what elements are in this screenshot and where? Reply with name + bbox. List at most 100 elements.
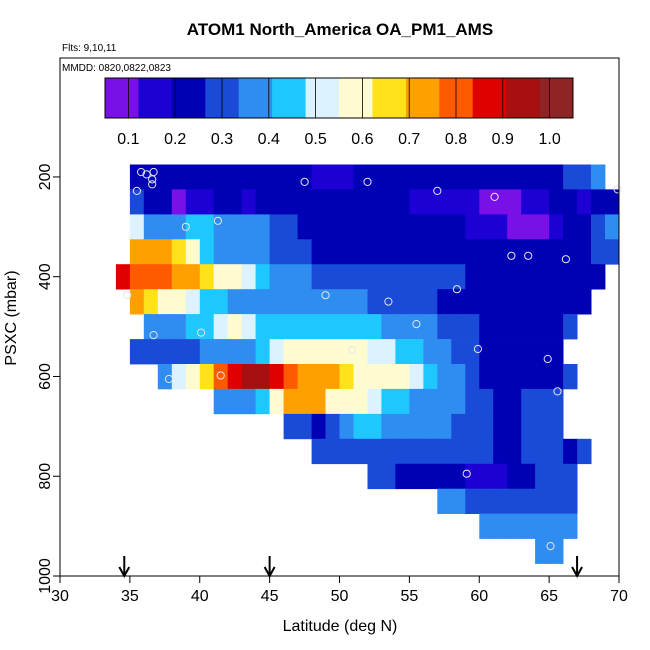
heatmap-cell (549, 339, 564, 365)
heatmap-cell (563, 513, 578, 539)
colorbar-segment (532, 78, 541, 118)
heatmap-cell (157, 189, 173, 215)
colorbar-segment (466, 78, 474, 118)
sample-point (546, 542, 555, 551)
heatmap-cell (213, 164, 229, 190)
heatmap-cell (577, 239, 592, 265)
heatmap-cell (381, 463, 396, 490)
heatmap-cell (479, 339, 494, 365)
heatmap-cell (563, 239, 578, 265)
heatmap-cell (563, 463, 578, 490)
heatmap-cell (605, 214, 620, 240)
heatmap-cell (437, 264, 452, 290)
heatmap-cell (563, 314, 578, 340)
heatmap-cell (577, 164, 592, 190)
heatmap-cell (507, 289, 522, 315)
heatmap-cell (409, 264, 424, 290)
heatmap-cell (367, 339, 382, 365)
heatmap-cell (577, 289, 592, 315)
heatmap-cell (199, 289, 215, 315)
heatmap-cell (311, 364, 326, 390)
heatmap-cell (283, 264, 298, 290)
heatmap-cell (297, 214, 312, 240)
heatmap-cell (451, 463, 466, 490)
heatmap-cell (549, 438, 564, 465)
heatmap-cell (577, 264, 592, 290)
heatmap-cell (283, 239, 298, 265)
colorbar-segment (506, 78, 514, 118)
heatmap-cell (409, 314, 424, 340)
heatmap-cell (493, 463, 508, 490)
sample-point (181, 222, 190, 231)
heatmap-cell (213, 364, 229, 390)
heatmap-cell (339, 289, 354, 315)
heatmap-cell (451, 189, 466, 215)
heatmap-cell (381, 189, 396, 215)
heatmap-cell (381, 264, 396, 290)
heatmap-cell (325, 289, 340, 315)
heatmap-cell (549, 538, 564, 564)
sample-point (462, 469, 471, 478)
heatmap-cell (241, 289, 257, 315)
colorbar-segment (191, 78, 200, 118)
heatmap-cell (465, 364, 480, 390)
heatmap-cell (591, 239, 606, 265)
y-axis: 200 400 600 800 1000 (37, 163, 60, 594)
heatmap-cell (423, 463, 438, 490)
heatmap-cell (409, 339, 424, 365)
heatmap-cell (255, 239, 270, 265)
heatmap-cell (521, 189, 536, 215)
heatmap-cell (507, 364, 522, 390)
heatmap-cell (367, 413, 382, 440)
x-tick-label: 45 (261, 588, 279, 605)
heatmap-cell (339, 314, 354, 340)
heatmap-cell (283, 289, 298, 315)
heatmap-cell (535, 388, 550, 415)
heatmap-cell (479, 388, 494, 415)
heatmap-cell (227, 388, 243, 415)
colorbar-segment (365, 78, 373, 118)
colorbar-tick-label: 0.3 (211, 131, 233, 148)
heatmap-cell (521, 513, 536, 539)
flights-label: Flts: 9,10,11 (62, 43, 117, 54)
sample-point (613, 185, 622, 194)
heatmap-cell (395, 214, 410, 240)
heatmap-cell (339, 264, 354, 290)
heatmap-cell (213, 339, 229, 365)
heatmap-cell (339, 164, 354, 190)
colorbar-segment (131, 78, 139, 118)
colorbar-tick-label: 0.2 (164, 131, 186, 148)
colorbar-segment (111, 78, 119, 118)
heatmap-cell (507, 189, 522, 215)
colorbar-segment (432, 78, 440, 118)
heatmap-cell (521, 164, 536, 190)
heatmap-cell (465, 214, 480, 240)
x-axis-label: Latitude (deg N) (283, 618, 398, 635)
colorbar-segment (492, 78, 500, 118)
colorbar-segment (345, 78, 353, 118)
heatmap-cell (269, 239, 284, 265)
heatmap-cell (353, 214, 368, 240)
heatmap-cell (521, 214, 536, 240)
sample-point (490, 192, 499, 201)
colorbar-segment (298, 78, 307, 118)
heatmap-cell (535, 239, 550, 265)
colorbar-tick-label: 0.1 (117, 131, 139, 148)
heatmap-cell (493, 364, 508, 390)
heatmap-cell (479, 438, 494, 465)
arrow-head-icon (263, 566, 276, 579)
sample-point (348, 345, 357, 355)
heatmap-cell (339, 239, 354, 265)
sample-point (164, 374, 174, 384)
heatmap-cell (423, 314, 438, 340)
colorbar-tick-label: 0.8 (445, 131, 467, 148)
colorbar-segment (472, 78, 480, 118)
heatmap-cell (437, 189, 452, 215)
heatmap-cell (479, 189, 494, 215)
heatmap-cell (479, 364, 494, 390)
heatmap-cell (353, 388, 368, 415)
heatmap-cell (325, 314, 340, 340)
heatmap-cell (325, 164, 340, 190)
heatmap-cell (493, 239, 508, 265)
heatmap-cell (465, 239, 480, 265)
